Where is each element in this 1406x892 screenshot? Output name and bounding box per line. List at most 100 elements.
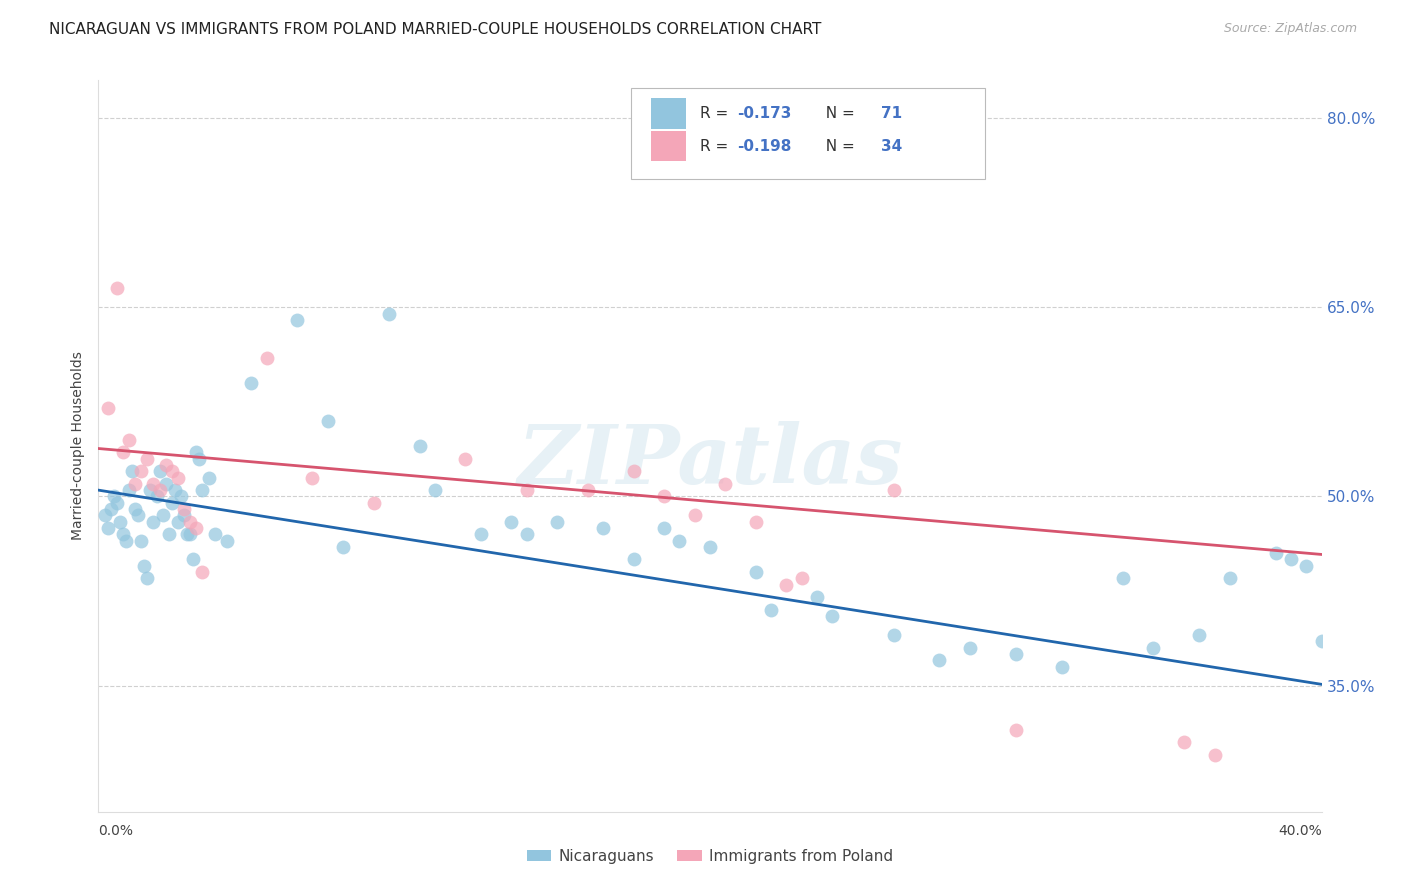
Text: R =: R = [700,105,734,120]
Point [652,521,675,535]
Point [105,281,128,295]
Point [191,483,214,497]
Point [790,571,813,585]
Point [163,483,186,497]
Point [806,591,828,605]
Point [100,502,122,516]
Point [285,313,308,327]
Text: R =: R = [700,138,734,153]
Point [127,508,149,523]
Point [928,653,950,667]
Point [745,565,768,579]
Point [1112,571,1135,585]
Point [139,483,162,497]
Text: 40.0%: 40.0% [1278,824,1322,838]
Point [775,578,797,592]
Point [181,552,204,566]
Point [1142,640,1164,655]
Point [142,515,165,529]
Point [408,439,430,453]
Text: ZIPatlas: ZIPatlas [517,421,903,500]
Point [240,376,263,390]
Point [155,458,177,472]
Point [121,464,143,478]
Point [157,527,180,541]
Point [97,401,120,416]
Point [97,521,120,535]
Point [623,464,645,478]
Point [1310,634,1333,648]
Bar [651,131,686,161]
Point [1188,628,1211,642]
Point [256,351,278,365]
Point [316,414,339,428]
Point [145,490,167,504]
Point [124,476,146,491]
Text: 34: 34 [882,138,903,153]
Point [714,476,737,491]
Point [134,558,156,573]
Point [423,483,446,497]
Point [215,533,238,548]
Point [761,603,783,617]
Point [883,483,905,497]
Point [111,527,134,541]
Point [363,496,385,510]
Point [454,451,477,466]
Text: N =: N = [817,105,860,120]
Point [152,508,174,523]
Point [516,483,538,497]
Point [149,464,172,478]
Text: 0.0%: 0.0% [98,824,134,838]
Point [118,433,141,447]
Legend: Nicaraguans, Immigrants from Poland: Nicaraguans, Immigrants from Poland [520,843,900,870]
Point [516,527,538,541]
Point [501,515,523,529]
Point [1204,747,1226,762]
Point [745,515,768,529]
Point [160,464,183,478]
Point [1264,546,1286,560]
Point [176,527,198,541]
FancyBboxPatch shape [630,87,986,179]
Point [959,640,981,655]
Point [179,515,201,529]
Point [821,609,844,624]
Point [149,483,172,497]
Point [108,515,131,529]
Point [1050,659,1073,673]
Point [1341,647,1364,661]
Point [167,470,190,484]
Point [668,533,690,548]
Point [1004,647,1026,661]
Point [103,490,125,504]
Point [883,628,905,642]
Point [173,502,195,516]
Point [155,476,177,491]
Point [1295,558,1317,573]
Text: N =: N = [817,138,860,153]
Point [1279,552,1302,566]
Point [592,521,614,535]
Point [191,565,214,579]
Point [129,533,152,548]
Point [188,451,211,466]
Point [652,490,675,504]
Point [623,552,645,566]
Point [378,307,401,321]
Point [470,527,492,541]
Point [93,508,115,523]
Point [118,483,141,497]
Point [1219,571,1241,585]
Point [170,490,193,504]
Text: -0.173: -0.173 [737,105,792,120]
Point [105,496,128,510]
Point [301,470,323,484]
Point [1004,723,1026,737]
Bar [651,98,686,128]
Point [546,515,568,529]
Point [576,483,599,497]
Point [186,445,208,459]
Point [124,502,146,516]
Point [1326,634,1348,648]
